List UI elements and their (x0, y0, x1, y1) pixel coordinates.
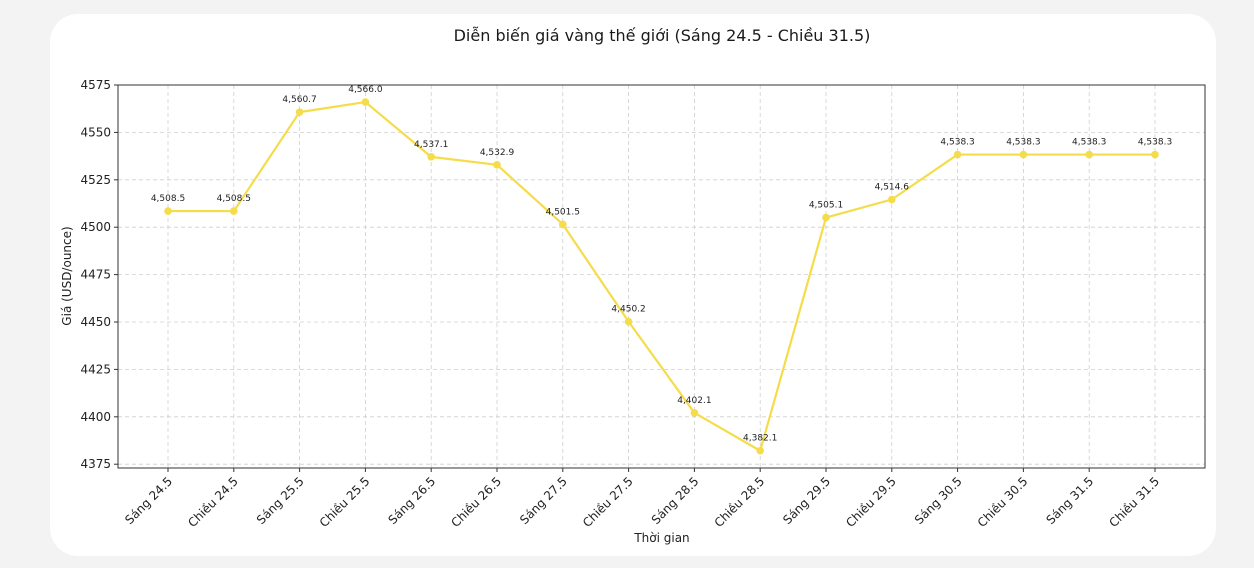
price-series (164, 98, 1159, 455)
data-point (1085, 150, 1093, 159)
data-point (822, 213, 830, 222)
data-point (1019, 150, 1028, 159)
y-axis-label: Giá (USD/ounce) (60, 226, 74, 325)
x-tick-label: Chiều 31.5 (1106, 474, 1162, 530)
data-label: 4,566.0 (348, 85, 383, 95)
x-tick-label: Sáng 26.5 (385, 474, 438, 527)
data-label: 4,508.5 (151, 194, 185, 204)
x-tick-label: Chiều 25.5 (317, 474, 373, 530)
data-point (953, 150, 962, 159)
data-point (756, 446, 764, 455)
data-point (888, 195, 896, 204)
chart-card (50, 14, 1216, 556)
y-tick-label: 4425 (80, 362, 111, 376)
x-tick-label: Sáng 24.5 (122, 474, 175, 527)
x-axis-label: Thời gian (633, 531, 689, 545)
y-tick-label: 4475 (80, 268, 111, 282)
y-tick-label: 4375 (80, 457, 111, 471)
data-point (361, 98, 370, 106)
x-tick-label: Sáng 30.5 (912, 474, 965, 527)
x-tick-label: Chiều 24.5 (185, 474, 241, 530)
x-tick-label: Sáng 29.5 (780, 474, 833, 527)
y-tick-label: 4575 (80, 78, 111, 92)
y-axis: 4375 4400 4425 4450 4475 4500 4525 4550 4575 (80, 78, 118, 471)
data-label: 4,537.1 (414, 140, 448, 150)
plot-frame (117, 84, 1206, 469)
data-label: 4,538.3 (1072, 138, 1106, 148)
data-label: 4,382.1 (743, 434, 777, 444)
data-point (1151, 150, 1159, 159)
data-label: 4,501.5 (546, 207, 580, 217)
data-label: 4,560.7 (282, 95, 316, 105)
data-point (690, 409, 699, 417)
y-tick-label: 4525 (80, 173, 111, 187)
chart-title: Diễn biến giá vàng thế giới (Sáng 24.5 -… (454, 26, 871, 45)
data-label: 4,538.3 (1138, 138, 1172, 148)
data-point (230, 207, 238, 215)
x-tick-label: Chiều 29.5 (843, 474, 899, 530)
x-tick-label: Chiều 26.5 (448, 474, 504, 530)
series-line (168, 100, 1155, 452)
x-tick-label: Sáng 27.5 (517, 474, 570, 527)
x-tick-label: Sáng 31.5 (1043, 474, 1096, 527)
x-axis: Sáng 24.5 Chiều 24.5 Sáng 25.5 Chiều 25.5 Sá… (122, 468, 1162, 530)
grid-lines (118, 84, 1205, 468)
data-label: 4,508.5 (217, 194, 251, 204)
data-label: 4,532.9 (480, 148, 515, 158)
x-tick-label: Sáng 25.5 (254, 474, 307, 527)
data-point (295, 108, 304, 116)
data-point (427, 153, 436, 161)
y-tick-label: 4400 (80, 410, 111, 424)
data-label: 4,505.1 (809, 201, 843, 211)
data-labels: 4,508.5 4,508.5 4,560.7 4,566.0 4,537.1 4,532… (151, 85, 1172, 444)
data-point (624, 317, 633, 326)
x-tick-label: Chiều 27.5 (580, 474, 636, 530)
data-point (559, 220, 567, 229)
data-label: 4,402.1 (677, 396, 711, 406)
x-tick-label: Sáng 28.5 (649, 474, 702, 527)
data-label: 4,538.3 (1006, 138, 1040, 148)
data-label: 4,538.3 (940, 138, 974, 148)
y-tick-label: 4500 (80, 220, 111, 234)
data-point (493, 161, 501, 169)
data-label: 4,450.2 (611, 305, 645, 315)
data-label: 4,514.6 (875, 183, 910, 193)
data-point (164, 207, 172, 215)
y-tick-label: 4550 (80, 125, 111, 139)
x-tick-label: Chiều 30.5 (975, 474, 1031, 530)
y-tick-label: 4450 (80, 315, 111, 329)
x-tick-label: Chiều 28.5 (712, 474, 768, 530)
